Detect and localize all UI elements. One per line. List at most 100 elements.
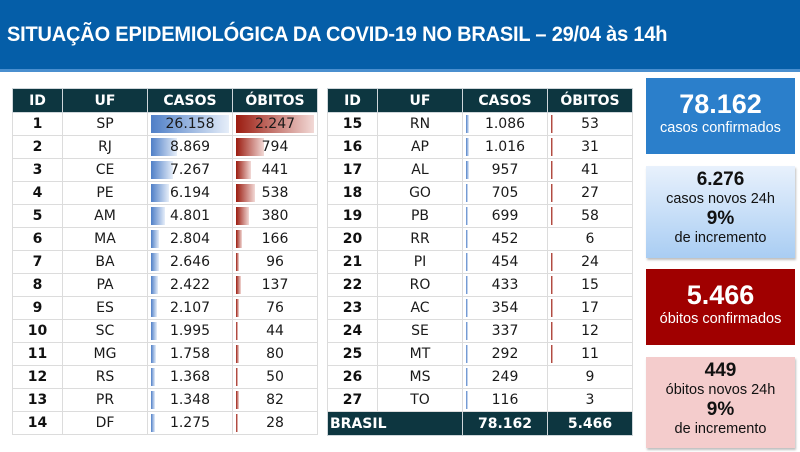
table-row: 2 RJ 8.869 794 xyxy=(12,135,318,159)
col-header-uf: UF xyxy=(377,88,463,113)
obitos-data-bar xyxy=(236,161,251,179)
total-obitos: 5.466 xyxy=(547,411,633,436)
cell-uf: RS xyxy=(62,365,148,389)
table-row: 25 MT 292 11 xyxy=(327,342,633,366)
obitos-value: 44 xyxy=(266,323,284,339)
col-header-id: ID xyxy=(12,88,63,113)
cell-obitos: 15 xyxy=(547,273,633,297)
cell-obitos: 9 xyxy=(547,365,633,389)
obitos-value: 53 xyxy=(581,116,599,132)
cell-id: 10 xyxy=(12,319,63,343)
table-header-row: ID UF CASOS ÓBITOS xyxy=(12,88,318,113)
cell-casos: 249 xyxy=(462,365,548,389)
table-row: 13 PR 1.348 82 xyxy=(12,388,318,412)
casos-novos-value: 6.276 xyxy=(696,169,745,190)
casos-value: 433 xyxy=(491,277,519,293)
casos-value: 1.016 xyxy=(484,139,526,155)
casos-value: 354 xyxy=(491,300,519,316)
cell-casos: 116 xyxy=(462,388,548,412)
casos-data-bar xyxy=(151,207,165,225)
cell-id: 2 xyxy=(12,135,63,159)
obitos-value: 28 xyxy=(266,415,284,431)
obitos-data-bar xyxy=(236,138,264,156)
states-table-right: ID UF CASOS ÓBITOS 15 RN 1.086 53 16 AP 1.016 3… xyxy=(327,88,633,436)
cell-uf: CE xyxy=(62,158,148,182)
card-casos-confirmados: 78.162 casos confirmados xyxy=(646,78,795,154)
cell-uf: PE xyxy=(62,181,148,205)
total-label: BRASIL xyxy=(327,411,463,436)
obitos-value: 380 xyxy=(261,208,289,224)
obitos-data-bar xyxy=(236,414,238,432)
cell-uf: SP xyxy=(62,112,148,136)
table-row: 21 PI 454 24 xyxy=(327,250,633,274)
cell-casos: 1.758 xyxy=(147,342,233,366)
cell-uf: BA xyxy=(62,250,148,274)
obitos-data-bar xyxy=(236,391,239,409)
casos-value: 2.804 xyxy=(169,231,211,247)
cell-uf: MA xyxy=(62,227,148,251)
cell-id: 27 xyxy=(327,388,378,412)
cell-id: 14 xyxy=(12,411,63,435)
card-casos-novos: 6.276 casos novos 24h 9% de incremento xyxy=(646,166,795,258)
obitos-data-bar xyxy=(551,253,553,271)
casos-value: 1.368 xyxy=(169,369,211,385)
cell-id: 21 xyxy=(327,250,378,274)
obitos-data-bar xyxy=(551,299,553,317)
table-row: 9 ES 2.107 76 xyxy=(12,296,318,320)
table-row: 10 SC 1.995 44 xyxy=(12,319,318,343)
obitos-data-bar xyxy=(236,230,242,248)
cell-uf: AM xyxy=(62,204,148,228)
cell-obitos: 96 xyxy=(232,250,318,274)
casos-data-bar xyxy=(151,368,155,386)
table-row: 1 SP 26.158 2.247 xyxy=(12,112,318,136)
casos-data-bar xyxy=(466,161,469,179)
casos-data-bar xyxy=(151,184,169,202)
casos-data-bar xyxy=(466,368,468,386)
cell-uf: MS xyxy=(377,365,463,389)
obitos-value: 794 xyxy=(261,139,289,155)
cell-obitos: 2.247 xyxy=(232,112,318,136)
obitos-data-bar xyxy=(551,276,553,294)
obitos-value: 9 xyxy=(585,369,595,385)
cell-casos: 2.107 xyxy=(147,296,233,320)
casos-value: 1.275 xyxy=(169,415,211,431)
cell-obitos: 3 xyxy=(547,388,633,412)
states-table-left: ID UF CASOS ÓBITOS 1 SP 26.158 2.247 2 RJ 8.86… xyxy=(12,88,318,435)
table-row: 20 RR 452 6 xyxy=(327,227,633,251)
casos-data-bar xyxy=(151,115,229,133)
casos-data-bar xyxy=(466,138,469,156)
casos-value: 699 xyxy=(491,208,519,224)
cell-obitos: 58 xyxy=(547,204,633,228)
cell-obitos: 76 xyxy=(232,296,318,320)
col-header-obitos: ÓBITOS xyxy=(547,88,633,113)
cell-casos: 2.646 xyxy=(147,250,233,274)
obitos-value: 31 xyxy=(581,139,599,155)
table-row: 14 DF 1.275 28 xyxy=(12,411,318,435)
table-row: 22 RO 433 15 xyxy=(327,273,633,297)
cell-obitos: 12 xyxy=(547,319,633,343)
obitos-data-bar xyxy=(551,184,553,202)
table-row: 27 TO 116 3 xyxy=(327,388,633,412)
cell-uf: SC xyxy=(62,319,148,343)
obitos-data-bar xyxy=(236,115,314,133)
cell-uf: RN xyxy=(377,112,463,136)
table-row: 12 RS 1.368 50 xyxy=(12,365,318,389)
obitos-value: 76 xyxy=(266,300,284,316)
cell-obitos: 80 xyxy=(232,342,318,366)
cell-casos: 705 xyxy=(462,181,548,205)
table-row: 19 PB 699 58 xyxy=(327,204,633,228)
cell-uf: AP xyxy=(377,135,463,159)
casos-value: 452 xyxy=(491,231,519,247)
cell-casos: 452 xyxy=(462,227,548,251)
cell-casos: 699 xyxy=(462,204,548,228)
card-obitos-confirmados: 5.466 óbitos confirmados xyxy=(646,269,795,345)
cell-id: 5 xyxy=(12,204,63,228)
table-row: 26 MS 249 9 xyxy=(327,365,633,389)
casos-data-bar xyxy=(151,230,159,248)
table-header-row: ID UF CASOS ÓBITOS xyxy=(327,88,633,113)
casos-data-bar xyxy=(151,161,173,179)
total-row-brasil: BRASIL 78.162 5.466 xyxy=(327,411,633,436)
casos-data-bar xyxy=(466,230,468,248)
cell-obitos: 41 xyxy=(547,158,633,182)
casos-value: 2.422 xyxy=(169,277,211,293)
